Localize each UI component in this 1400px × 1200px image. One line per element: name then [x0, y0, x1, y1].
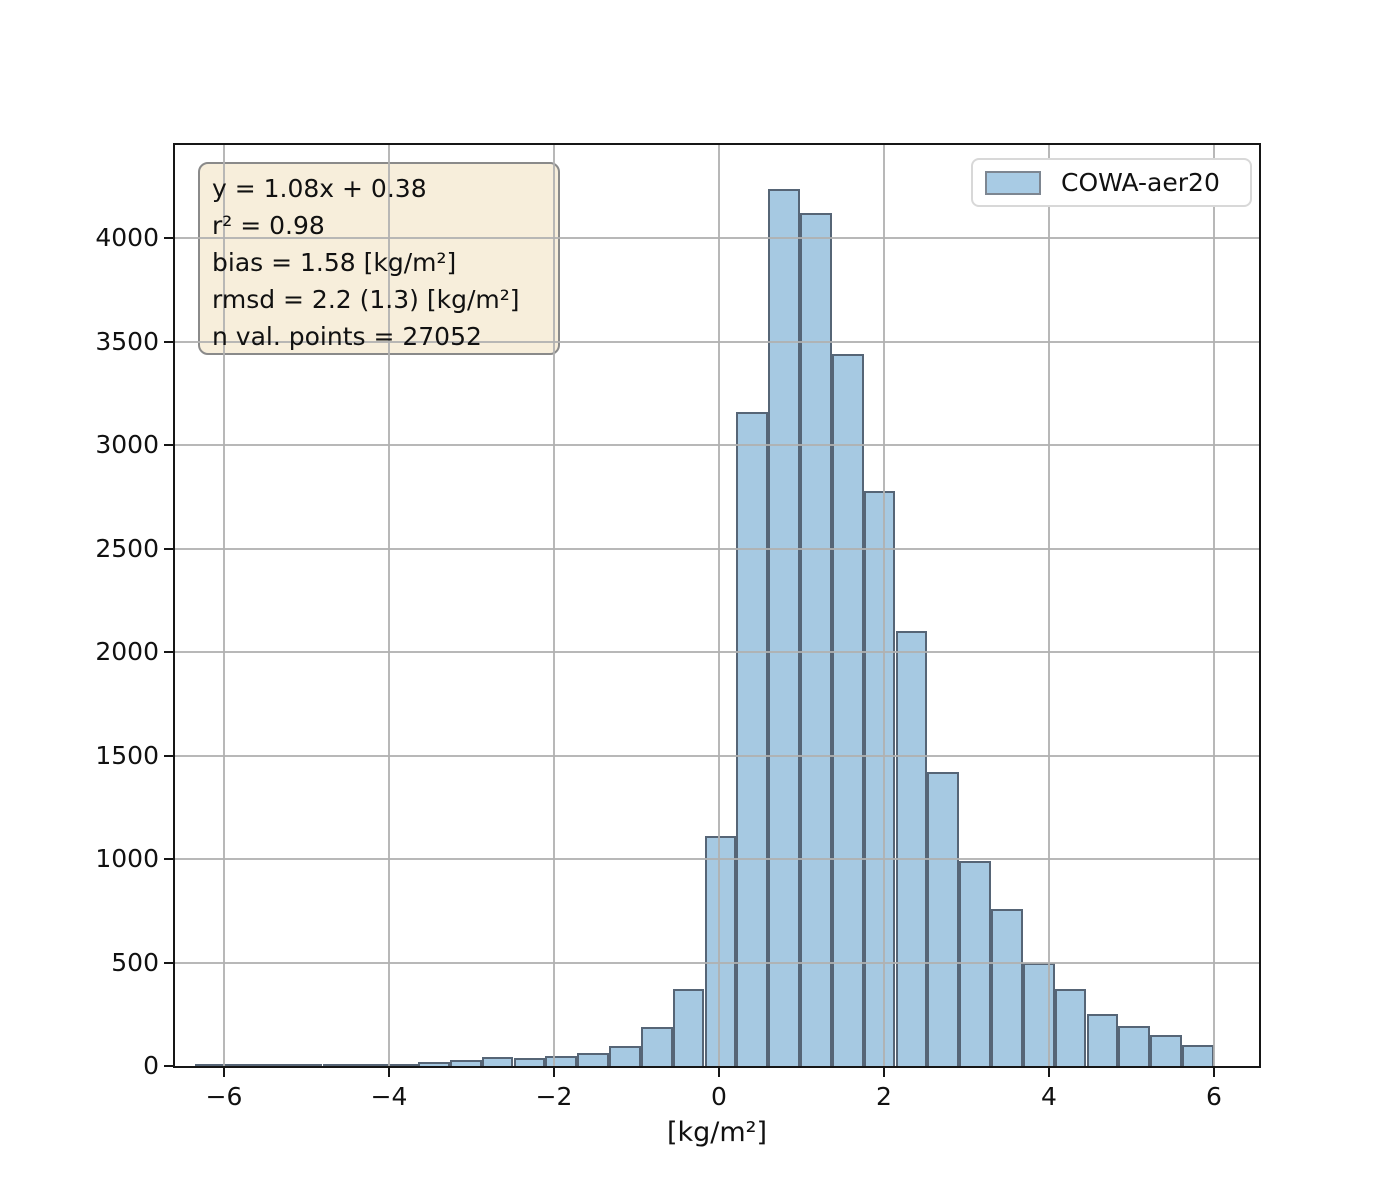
x-tick-mark: [1048, 1068, 1050, 1077]
histogram-bar: [1086, 1014, 1119, 1066]
x-tick-label: 0: [711, 1082, 727, 1111]
y-tick-label: 2000: [95, 637, 159, 667]
histogram-bar: [354, 1064, 387, 1066]
stats-line-equation: y = 1.08x + 0.38: [212, 174, 427, 203]
y-tick-mark: [164, 961, 173, 964]
gridline-vertical: [1213, 145, 1215, 1066]
y-tick-mark: [164, 651, 173, 654]
stats-line-n-points: n val. points = 27052: [212, 322, 482, 351]
histogram-bar: [1182, 1045, 1214, 1066]
histogram-bar: [959, 861, 992, 1066]
histogram-bar: [991, 908, 1023, 1066]
histogram-bar: [800, 213, 832, 1066]
histogram-bar: [609, 1046, 641, 1066]
histogram-bar: [1118, 1025, 1151, 1066]
x-tick-label: 6: [1206, 1082, 1222, 1111]
y-tick-label: 500: [111, 947, 159, 977]
stats-box-text: y = 1.08x + 0.38 r² = 0.98 bias = 1.58 […: [198, 162, 560, 355]
plot-area: y = 1.08x + 0.38 r² = 0.98 bias = 1.58 […: [95, 143, 1261, 1148]
legend-label: COWA-aer20: [1061, 168, 1220, 197]
gridline-vertical: [1048, 145, 1050, 1066]
stats-line-rmsd: rmsd = 2.2 (1.3) [kg/m²]: [212, 285, 520, 314]
histogram-bar: [577, 1053, 609, 1066]
gridline-horizontal: [175, 651, 1259, 654]
gridline-horizontal: [175, 858, 1259, 860]
gridline-vertical: [718, 145, 720, 1066]
x-tick-mark: [718, 1068, 720, 1077]
histogram-bar: [290, 1064, 323, 1066]
gridline-horizontal: [175, 961, 1259, 964]
histogram-bar: [418, 1061, 450, 1066]
gridline-vertical: [388, 145, 390, 1066]
x-tick-mark: [1213, 1068, 1215, 1077]
gridline-horizontal: [175, 754, 1259, 757]
stats-box: [198, 162, 560, 355]
y-tick-label: 4000: [95, 223, 159, 253]
gridline-vertical: [223, 145, 225, 1066]
y-tick-label: 2500: [95, 533, 159, 563]
ticks-layer: [kg/m²] −6 −4 −2 0 2 4 6 0 500 1000 1500 2000 2500 30…: [95, 145, 1259, 1148]
x-tick-label: 2: [876, 1082, 892, 1111]
histogram-bar: [481, 1056, 514, 1066]
x-tick-mark: [223, 1068, 225, 1077]
x-tick-label: −6: [205, 1082, 243, 1111]
y-tick-label: 0: [143, 1051, 159, 1080]
histogram-bar: [195, 1064, 227, 1066]
histogram-bar: [449, 1059, 482, 1066]
grid-layer: [175, 145, 1259, 1066]
x-axis-label: [kg/m²]: [666, 1117, 768, 1148]
histogram-bar: [1150, 1035, 1183, 1066]
y-tick-mark: [164, 858, 173, 860]
histogram-bar: [258, 1064, 291, 1066]
gridline-vertical: [553, 145, 555, 1066]
histogram-bar: [895, 631, 928, 1066]
y-tick-mark: [164, 1065, 173, 1067]
histogram-bars-layer: [175, 145, 1259, 1066]
y-tick-mark: [164, 340, 173, 343]
legend-swatch: [985, 171, 1041, 195]
y-tick-label: 3500: [95, 326, 159, 356]
histogram-bar: [545, 1055, 578, 1066]
x-tick-label: 4: [1041, 1082, 1057, 1111]
histogram-bar: [227, 1064, 259, 1066]
histogram-bar: [386, 1063, 418, 1066]
x-tick-label: −2: [535, 1082, 573, 1111]
x-tick-mark: [388, 1068, 390, 1077]
gridline-horizontal: [175, 547, 1259, 550]
stats-box-background-layer: [175, 145, 1259, 1066]
y-tick-mark: [164, 444, 173, 447]
histogram-bar: [513, 1057, 546, 1066]
y-tick-mark: [164, 237, 173, 240]
x-tick-mark: [883, 1068, 885, 1077]
y-tick-label: 3000: [95, 430, 159, 460]
histogram-bar: [640, 1026, 673, 1066]
gridline-horizontal: [175, 340, 1259, 343]
y-tick-label: 1000: [95, 844, 159, 873]
histogram-bar: [768, 188, 801, 1066]
stats-box-text-layer: y = 1.08x + 0.38 r² = 0.98 bias = 1.58 […: [175, 145, 1259, 1066]
histogram-bar: [736, 412, 769, 1066]
histogram-bar: [863, 490, 896, 1066]
x-tick-mark: [553, 1068, 555, 1077]
histogram-bar: [672, 989, 705, 1066]
histogram-bar: [704, 836, 737, 1066]
histogram-bar: [831, 354, 864, 1066]
x-tick-label: −4: [370, 1082, 408, 1111]
legend: COWA-aer20: [971, 158, 1252, 207]
gridline-vertical: [883, 145, 885, 1066]
histogram-bar: [1054, 989, 1087, 1066]
y-tick-mark: [164, 547, 173, 550]
stats-line-bias: bias = 1.58 [kg/m²]: [212, 248, 457, 277]
stats-line-r-squared: r² = 0.98: [212, 211, 325, 240]
histogram-bar: [322, 1064, 355, 1066]
gridline-horizontal: [175, 237, 1259, 240]
y-tick-label: 1500: [95, 740, 159, 770]
y-tick-mark: [164, 754, 173, 757]
histogram-bar: [927, 772, 960, 1066]
gridline-horizontal: [175, 444, 1259, 447]
